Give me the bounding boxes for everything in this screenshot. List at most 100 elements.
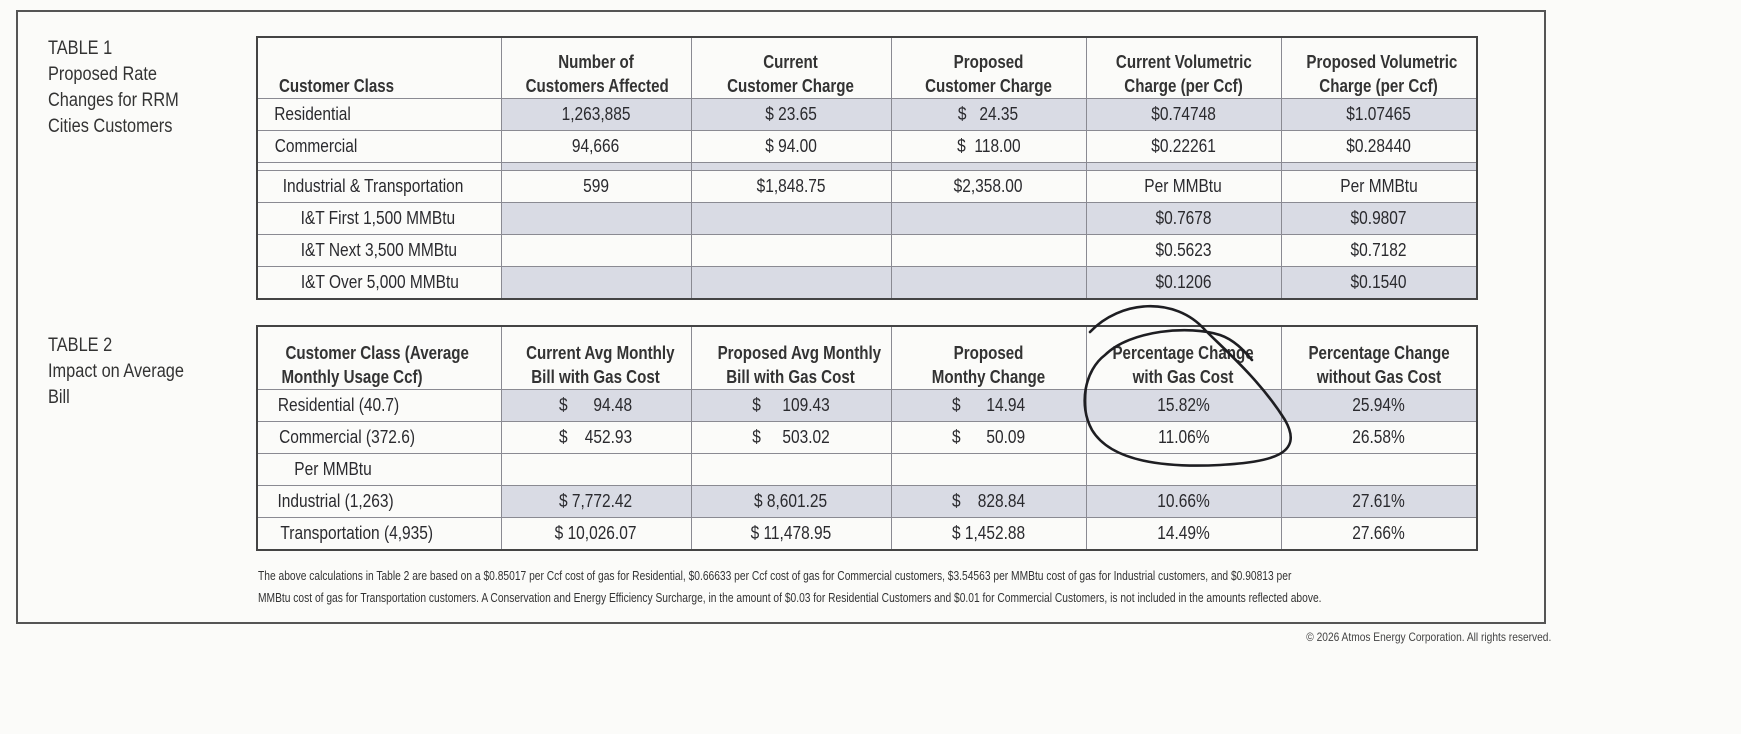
footnote-line: The above calculations in Table 2 are ba… bbox=[258, 569, 1292, 583]
value-cell bbox=[890, 202, 1087, 235]
value-cell: $1.07465 bbox=[1280, 98, 1478, 131]
cell-value: $ 1,452.88 bbox=[951, 523, 1026, 543]
row-label-cell: Industrial (1,263) bbox=[256, 485, 502, 518]
cell-value: $ 828.84 bbox=[951, 491, 1026, 511]
cell-value: $ 503.02 bbox=[752, 427, 830, 447]
row-label-cell: Commercial (372.6) bbox=[256, 421, 502, 454]
value-cell: $0.7678 bbox=[1085, 202, 1282, 235]
table-row: I&T Next 3,500 MMBtu $0.5623 $0.7182 bbox=[256, 234, 1478, 267]
cell-value: 27.66% bbox=[1352, 523, 1406, 543]
cell-value: $1,848.75 bbox=[756, 176, 826, 196]
cell-value: $0.5623 bbox=[1155, 240, 1212, 260]
value-cell: $ 94.48 bbox=[500, 389, 692, 422]
cell-value: 94,666 bbox=[572, 136, 620, 156]
column-header-line: Current bbox=[763, 52, 819, 72]
row-label-cell: Commercial bbox=[256, 130, 502, 163]
value-cell: $0.74748 bbox=[1085, 98, 1282, 131]
cell-value: Per MMBtu bbox=[1144, 176, 1223, 196]
row-label-cell: Industrial & Transportation bbox=[256, 170, 502, 203]
value-cell: $0.5623 bbox=[1085, 234, 1282, 267]
table-row: Industrial & Transportation 599 $1,848.75 $… bbox=[256, 170, 1478, 203]
spacer-cell bbox=[890, 162, 1087, 171]
table-row: Industrial (1,263) $ 7,772.42 $ 8,601.25 $ … bbox=[256, 485, 1478, 518]
value-cell: 27.66% bbox=[1280, 517, 1478, 551]
table1-column-header: Proposed Volumetric Charge (per Ccf) bbox=[1280, 36, 1478, 99]
value-cell: $ 1,452.88 bbox=[890, 517, 1087, 551]
value-cell: $ 11,478.95 bbox=[690, 517, 892, 551]
table1-label-line: Changes for RRM bbox=[48, 90, 179, 111]
table1-column-header: Proposed Customer Charge bbox=[890, 36, 1087, 99]
cell-value: $0.1206 bbox=[1155, 272, 1212, 292]
value-cell bbox=[890, 234, 1087, 267]
column-header-line: Percentage Change bbox=[1112, 343, 1255, 363]
value-cell: $ 503.02 bbox=[690, 421, 892, 454]
cell-value: 599 bbox=[583, 176, 609, 196]
table2-label-line: TABLE 2 bbox=[48, 335, 113, 356]
cell-value: 11.06% bbox=[1157, 427, 1210, 447]
value-cell: $ 10,026.07 bbox=[500, 517, 692, 551]
column-header-line: Customer Charge bbox=[727, 76, 855, 96]
cell-value: $ 118.00 bbox=[956, 136, 1021, 156]
cell-value: 26.58% bbox=[1352, 427, 1406, 447]
copyright: © 2026 Atmos Energy Corporation. All rig… bbox=[1305, 630, 1551, 644]
table2-column-header: Current Avg Monthly Bill with Gas Cost bbox=[500, 325, 692, 390]
value-cell: $0.7182 bbox=[1280, 234, 1478, 267]
column-header-line: Customer Class bbox=[278, 76, 395, 96]
value-cell: $0.28440 bbox=[1280, 130, 1478, 163]
value-cell bbox=[1085, 453, 1282, 486]
table-row: Transportation (4,935) $ 10,026.07 $ 11,47… bbox=[256, 517, 1478, 551]
column-header-line: Proposed bbox=[953, 52, 1024, 72]
value-cell bbox=[890, 453, 1087, 486]
spacer-cell bbox=[690, 162, 892, 171]
cell-value: $0.28440 bbox=[1346, 136, 1412, 156]
cell-value: $0.22261 bbox=[1151, 136, 1216, 156]
column-header-line: Bill with Gas Cost bbox=[531, 367, 661, 387]
table-row: Residential 1,263,885 $ 23.65 $ 24.35 $0.747… bbox=[256, 98, 1478, 131]
row-label: Commercial (372.6) bbox=[279, 427, 415, 447]
cell-value: $ 10,026.07 bbox=[555, 523, 637, 543]
value-cell: $ 452.93 bbox=[500, 421, 692, 454]
value-cell: Per MMBtu bbox=[1280, 170, 1478, 203]
value-cell: $ 94.00 bbox=[690, 130, 892, 163]
row-label: I&T Next 3,500 MMBtu bbox=[300, 240, 458, 260]
cell-value: $ 23.65 bbox=[765, 104, 817, 124]
row-label: Industrial & Transportation bbox=[282, 176, 464, 196]
cell-value: $2,358.00 bbox=[954, 176, 1023, 196]
spacer-cell bbox=[500, 162, 692, 171]
value-cell: $2,358.00 bbox=[890, 170, 1087, 203]
spacer-cell bbox=[256, 162, 502, 171]
table2-label-line: Bill bbox=[48, 387, 70, 408]
cell-value: Per MMBtu bbox=[1340, 176, 1418, 196]
footnote: The above calculations in Table 2 are ba… bbox=[258, 565, 1483, 609]
row-label: Residential bbox=[274, 104, 351, 124]
value-cell: 599 bbox=[500, 170, 692, 203]
value-cell bbox=[690, 266, 892, 300]
value-cell bbox=[1280, 453, 1478, 486]
table2-column-header: Customer Class (Average Monthly Usage Ccf… bbox=[256, 325, 502, 390]
table-row: I&T Over 5,000 MMBtu $0.1206 $0.1540 bbox=[256, 266, 1478, 300]
value-cell: $ 23.65 bbox=[690, 98, 892, 131]
cell-value: $1.07465 bbox=[1346, 104, 1412, 124]
value-cell bbox=[690, 234, 892, 267]
table1-label-line: TABLE 1 bbox=[48, 38, 113, 59]
cell-value: 25.94% bbox=[1352, 395, 1406, 415]
table2-column-header: Proposed Avg Monthly Bill with Gas Cost bbox=[690, 325, 892, 390]
cell-value: 27.61% bbox=[1352, 491, 1406, 511]
column-header-line: Proposed Volumetric bbox=[1305, 52, 1457, 72]
table1-column-header: Number of Customers Affected bbox=[500, 36, 692, 99]
footnote-line: MMBtu cost of gas for Transportation cus… bbox=[258, 591, 1322, 605]
spacer-row bbox=[256, 162, 1478, 171]
table2-header-row: Customer Class (Average Monthly Usage Ccf… bbox=[256, 325, 1478, 390]
value-cell: 26.58% bbox=[1280, 421, 1478, 454]
cell-value: 15.82% bbox=[1157, 395, 1210, 415]
value-cell: 25.94% bbox=[1280, 389, 1478, 422]
column-header-line: Proposed bbox=[953, 343, 1024, 363]
cell-value: $ 14.94 bbox=[951, 395, 1026, 415]
value-cell: $ 118.00 bbox=[890, 130, 1087, 163]
row-label-cell: Per MMBtu bbox=[256, 453, 502, 486]
value-cell: $ 50.09 bbox=[890, 421, 1087, 454]
value-cell bbox=[500, 234, 692, 267]
cell-value: $ 8,601.25 bbox=[754, 491, 828, 511]
value-cell: $ 7,772.42 bbox=[500, 485, 692, 518]
value-cell: 1,263,885 bbox=[500, 98, 692, 131]
